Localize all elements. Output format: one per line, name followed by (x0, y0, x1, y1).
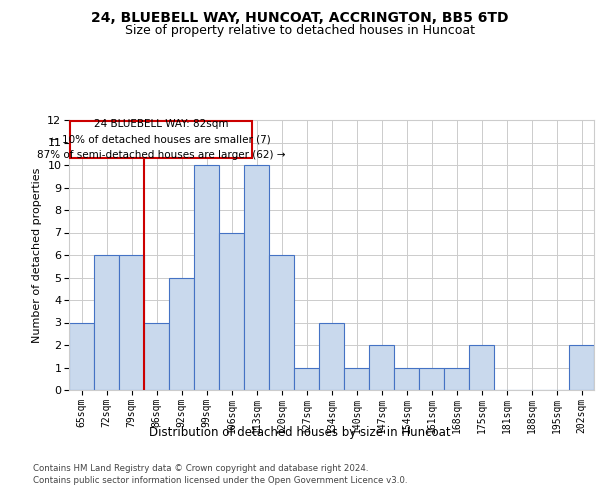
Bar (119, 255, 144, 390)
Text: Contains public sector information licensed under the Open Government Licence v3: Contains public sector information licen… (33, 476, 407, 485)
Bar (144, 322, 169, 390)
Bar (369, 345, 394, 390)
Bar (444, 368, 469, 390)
Bar (69, 322, 94, 390)
Text: 24, BLUEBELL WAY, HUNCOAT, ACCRINGTON, BB5 6TD: 24, BLUEBELL WAY, HUNCOAT, ACCRINGTON, B… (91, 11, 509, 25)
Bar (94, 255, 119, 390)
Bar (194, 165, 219, 390)
Bar (169, 278, 194, 390)
Bar (394, 368, 419, 390)
Bar (269, 255, 294, 390)
Bar (294, 368, 319, 390)
Text: Distribution of detached houses by size in Huncoat: Distribution of detached houses by size … (149, 426, 451, 439)
Text: 24 BLUEBELL WAY: 82sqm
← 10% of detached houses are smaller (7)
87% of semi-deta: 24 BLUEBELL WAY: 82sqm ← 10% of detached… (37, 119, 285, 160)
Bar (419, 368, 444, 390)
Bar (244, 165, 269, 390)
Y-axis label: Number of detached properties: Number of detached properties (32, 168, 41, 342)
Bar (569, 345, 594, 390)
Bar (344, 368, 369, 390)
Text: Contains HM Land Registry data © Crown copyright and database right 2024.: Contains HM Land Registry data © Crown c… (33, 464, 368, 473)
Bar (219, 232, 244, 390)
Bar (469, 345, 494, 390)
Bar (319, 322, 344, 390)
Text: Size of property relative to detached houses in Huncoat: Size of property relative to detached ho… (125, 24, 475, 37)
FancyBboxPatch shape (70, 121, 251, 158)
